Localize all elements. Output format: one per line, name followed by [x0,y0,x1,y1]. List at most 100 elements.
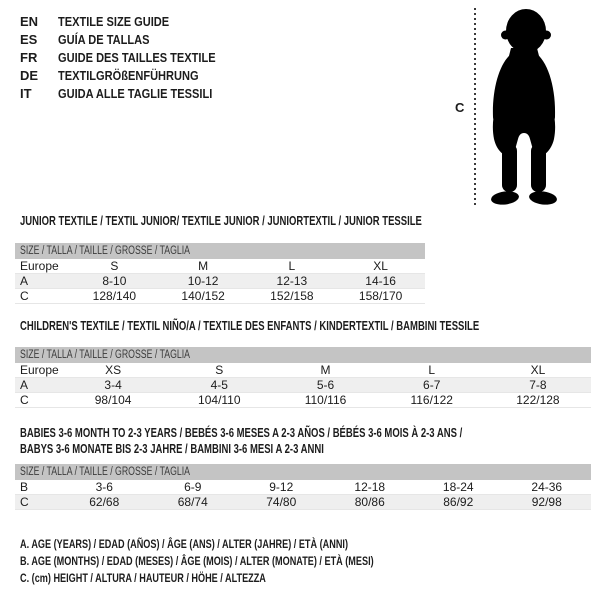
size-cell: 62/68 [89,495,120,509]
size-cell: 12-18 [354,480,386,494]
size-cell: XL [373,259,388,273]
table-header-row: Europe S M L XL [15,259,425,274]
row-label: A [20,274,29,288]
size-cell: 8-10 [102,274,127,288]
size-cell: 122/128 [516,393,560,407]
footnote-text: C. (cm) HEIGHT / ALTURA / HAUTEUR / HÖHE… [20,571,266,585]
row-label: C [20,289,29,303]
language-title-text: TEXTILGRÖßENFÜHRUNG [58,67,199,83]
row-label: B [20,480,29,494]
size-cell: 3-4 [104,378,122,392]
language-code: IT [20,85,32,101]
language-title-text: GUIDE DES TAILLES TEXTILE [58,49,216,65]
language-code: ES [20,31,38,47]
table-title-line: BABYS 3-6 MONATE BIS 2-3 JAHRE / BAMBINI… [20,441,600,457]
size-cell: 104/110 [198,393,241,407]
size-header-bar: SIZE / TALLA / TAILLE / GRÖSSE / TAGLIA [15,347,591,363]
footnote-text: A. AGE (YEARS) / EDAD (AÑOS) / ÂGE (ANS)… [20,537,348,551]
size-header-text: SIZE / TALLA / TAILLE / GRÖSSE / TAGLIA [20,466,191,478]
table-title-text: JUNIOR TEXTILE / TEXTIL JUNIOR/ TEXTILE … [20,214,422,228]
size-cell: 18-24 [442,480,474,494]
size-cell: XL [530,363,546,377]
table-row: A 3-4 4-5 5-6 6-7 7-8 [15,378,591,393]
language-row: IT GUIDA ALLE TAGLIE TESSILI [20,84,243,102]
footnote-text: B. AGE (MONTHS) / EDAD (MESES) / ÂGE (MO… [20,554,374,568]
size-cell: 24-36 [531,480,563,494]
language-code: DE [20,67,39,83]
size-cell: 6-9 [184,480,202,494]
size-cell: S [215,363,224,377]
size-header-bar: SIZE / TALLA / TAILLE / GRÖSSE / TAGLIA [15,243,425,259]
size-cell: M [320,363,331,377]
language-row: ES GUÍA DE TALLAS [20,30,243,48]
size-cell: XS [105,363,122,377]
table-title-text: CHILDREN'S TEXTILE / TEXTIL NIÑO/A / TEX… [20,319,480,333]
language-title: GUIDA ALLE TAGLIE TESSILI [58,86,240,101]
row-label: C [20,393,29,407]
language-title: TEXTILGRÖßENFÜHRUNG [58,68,223,83]
size-cell: 4-5 [210,378,228,392]
legend-footnotes: A. AGE (YEARS) / EDAD (AÑOS) / ÂGE (ANS)… [20,536,485,587]
language-title-text: GUÍA DE TALLAS [58,31,150,47]
size-cell: 10-12 [187,274,219,288]
baby-silhouette [491,9,557,205]
size-cell: 140/152 [181,289,225,303]
language-legend: EN TEXTILE SIZE GUIDE ES GUÍA DE TALLAS FR GU… [20,12,243,102]
size-cell: 5-6 [316,378,335,392]
babies-size-table: SIZE / TALLA / TAILLE / GRÖSSE / TAGLIA B… [15,464,591,510]
table-row: B 3-6 6-9 9-12 12-18 18-24 24-36 [15,480,591,495]
size-cell: 110/116 [304,393,347,407]
footnote-line: A. AGE (YEARS) / EDAD (AÑOS) / ÂGE (ANS)… [20,536,485,553]
size-cell: 86/92 [443,495,474,509]
row-label: Europe [20,259,59,273]
table-row: C 98/104 104/110 110/116 116/122 122/128 [15,393,591,408]
size-cell: 98/104 [94,393,132,407]
table-row: C 62/68 68/74 74/80 80/86 86/92 92/98 [15,495,591,510]
language-title: GUIDE DES TAILLES TEXTILE [58,50,243,65]
size-cell: L [288,259,296,273]
table-title-line: CHILDREN'S TEXTILE / TEXTIL NIÑO/A / TEX… [20,318,600,334]
size-header-bar: SIZE / TALLA / TAILLE / GRÖSSE / TAGLIA [15,464,591,480]
row-label: C [20,495,29,509]
height-dotted-line [474,8,476,208]
size-cell: 116/122 [410,393,453,407]
table-row: A 8-10 10-12 12-13 14-16 [15,274,425,289]
language-title: GUÍA DE TALLAS [58,32,166,47]
footnote-line: B. AGE (MONTHS) / EDAD (MESES) / ÂGE (MO… [20,553,485,570]
row-label: Europe [20,363,59,377]
size-cell: 68/74 [177,495,208,509]
language-row: FR GUIDE DES TAILLES TEXTILE [20,48,243,66]
size-cell: S [110,259,119,273]
size-cell: L [428,363,436,377]
table-title-text: BABIES 3-6 MONTH TO 2-3 YEARS / BEBÉS 3-… [20,426,463,440]
language-title-text: GUIDA ALLE TAGLIE TESSILI [58,85,213,101]
table-title-line: JUNIOR TEXTILE / TEXTIL JUNIOR/ TEXTILE … [20,213,549,229]
size-cell: 92/98 [531,495,562,509]
size-cell: 3-6 [95,480,113,494]
junior-table-title: JUNIOR TEXTILE / TEXTIL JUNIOR/ TEXTILE … [20,213,549,229]
size-cell: 74/80 [266,495,297,509]
size-cell: 80/86 [354,495,385,509]
footnote-line: C. (cm) HEIGHT / ALTURA / HAUTEUR / HÖHE… [20,570,485,587]
children-size-table: SIZE / TALLA / TAILLE / GRÖSSE / TAGLIA E… [15,347,591,408]
row-label: A [20,378,29,392]
language-title: TEXTILE SIZE GUIDE [58,14,189,29]
height-measure-label: C [455,100,465,115]
table-row: C 128/140 140/152 152/158 158/170 [15,289,425,304]
language-title-text: TEXTILE SIZE GUIDE [58,13,170,29]
size-cell: 158/170 [358,289,403,303]
table-header-row: Europe XS S M L XL [15,363,591,378]
table-title-line: BABIES 3-6 MONTH TO 2-3 YEARS / BEBÉS 3-… [20,425,600,441]
size-header-text: SIZE / TALLA / TAILLE / GRÖSSE / TAGLIA [20,349,191,361]
babies-table-title: BABIES 3-6 MONTH TO 2-3 YEARS / BEBÉS 3-… [20,425,600,457]
table-title-text: BABYS 3-6 MONATE BIS 2-3 JAHRE / BAMBINI… [20,442,324,456]
language-code: FR [20,49,38,65]
size-cell: 128/140 [92,289,137,303]
size-cell: 14-16 [365,274,396,288]
size-header-text: SIZE / TALLA / TAILLE / GRÖSSE / TAGLIA [20,245,191,257]
language-row: EN TEXTILE SIZE GUIDE [20,12,243,30]
junior-size-table: SIZE / TALLA / TAILLE / GRÖSSE / TAGLIA E… [15,243,425,304]
size-cell: 7-8 [529,378,547,392]
size-cell: 6-7 [423,378,441,392]
language-row: DE TEXTILGRÖßENFÜHRUNG [20,66,243,84]
